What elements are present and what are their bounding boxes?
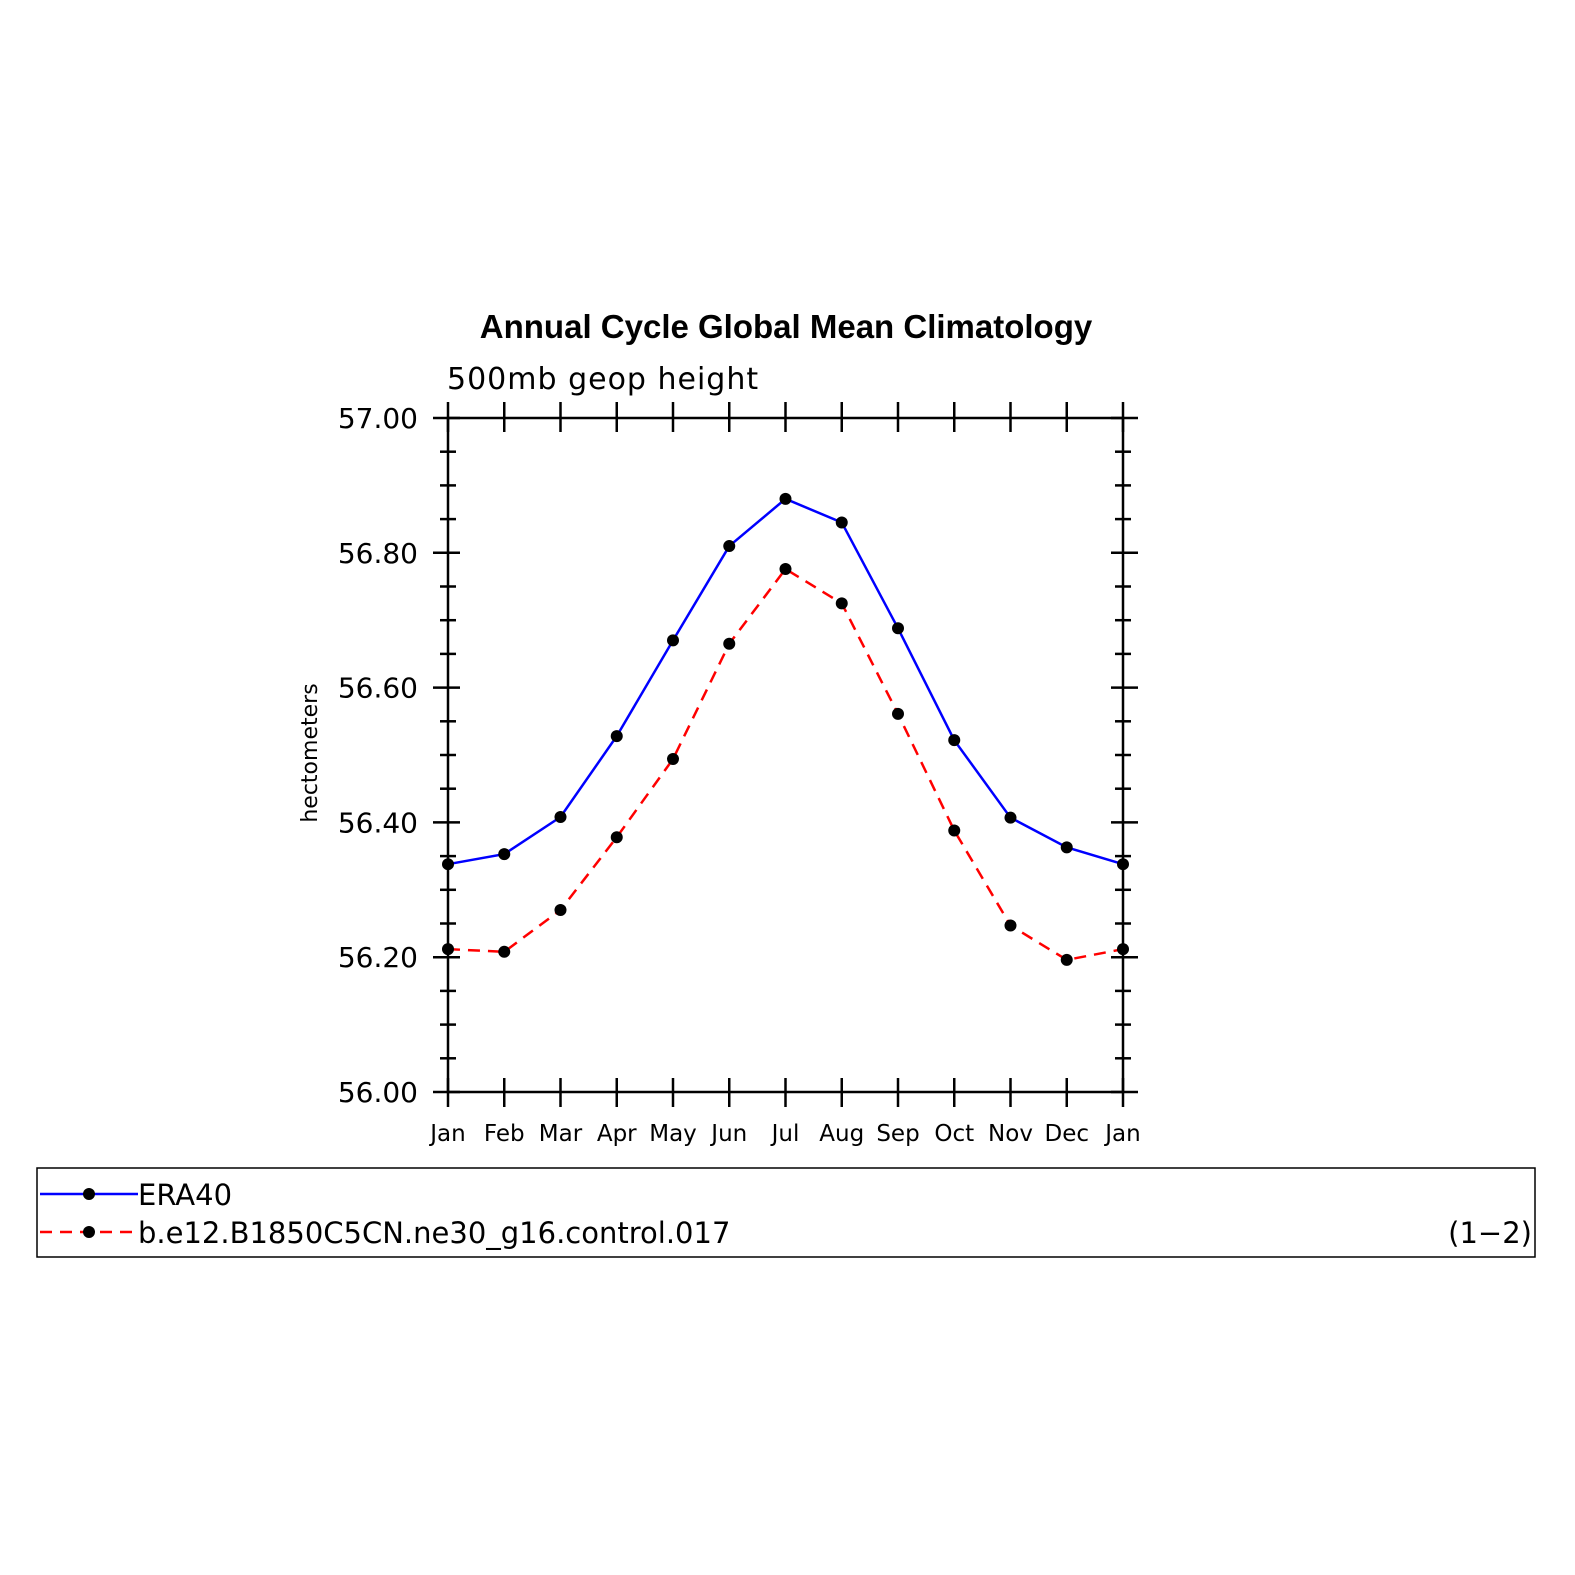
y-tick-label: 56.20 [338, 941, 418, 974]
data-point [1117, 943, 1129, 956]
y-tick-label: 56.40 [338, 806, 418, 839]
data-point [723, 637, 736, 650]
plot-frame [446, 416, 1125, 1094]
legend-marker [83, 1188, 95, 1200]
tick-labels: 56.00 56.20 56.40 56.60 56.80 57.00 Jan Feb Mar A… [338, 402, 1141, 1147]
data-point [1060, 841, 1073, 854]
data-point [498, 945, 511, 958]
data-point [723, 540, 736, 553]
data-point [1060, 953, 1073, 966]
series-line [447, 497, 1124, 866]
data-point [1004, 811, 1017, 824]
axis-ticks [433, 402, 1138, 1107]
data-point [835, 516, 848, 529]
x-tick-label: Mar [539, 1121, 583, 1147]
x-tick-label: Jun [709, 1121, 747, 1147]
x-tick-label: Dec [1044, 1121, 1089, 1147]
x-tick-label: May [649, 1121, 697, 1147]
legend-label: b.e12.B1850C5CN.ne30_g16.control.017 [138, 1216, 730, 1250]
x-tick-label: Oct [934, 1121, 974, 1147]
data-point [892, 707, 904, 720]
data-point [835, 597, 848, 610]
data-point [1004, 919, 1017, 932]
data-point [442, 858, 454, 871]
data-point [1117, 858, 1129, 871]
chart-title: Annual Cycle Global Mean Climatology [480, 308, 1093, 345]
data-point [610, 831, 623, 844]
data-point [667, 753, 679, 766]
series-line [447, 567, 1124, 962]
data-point [892, 622, 904, 635]
x-tick-label: Nov [988, 1121, 1033, 1147]
y-tick-label: 56.00 [338, 1076, 418, 1109]
data-point [779, 562, 792, 575]
data-point [498, 848, 511, 861]
chart-subtitle: 500mb geop height [447, 362, 759, 397]
legend-label: ERA40 [138, 1178, 232, 1212]
data-point [948, 734, 961, 747]
legend-note: (1−2) [1448, 1216, 1532, 1250]
x-tick-label: Jan [1103, 1121, 1140, 1147]
data-point [779, 492, 792, 505]
x-tick-label: Jul [770, 1121, 800, 1147]
data-point [610, 730, 623, 743]
x-tick-label: Jan [428, 1121, 465, 1147]
legend-box [36, 1167, 1536, 1258]
y-tick-label: 56.80 [338, 537, 418, 570]
y-axis-label: hectometers [298, 683, 323, 822]
legend: ERA40 b.e12.B1850C5CN.ne30_g16.control.01… [40, 1178, 730, 1250]
y-tick-label: 57.00 [338, 402, 418, 435]
x-tick-label: Apr [597, 1121, 637, 1147]
x-tick-label: Sep [876, 1121, 919, 1147]
series-markers [442, 492, 1129, 966]
data-point [554, 904, 567, 917]
legend-marker [83, 1226, 95, 1238]
data-point [554, 811, 567, 824]
x-tick-label: Feb [484, 1121, 525, 1147]
y-tick-label: 56.60 [338, 672, 418, 705]
data-point [442, 943, 454, 956]
data-point [667, 634, 679, 647]
data-point [948, 824, 961, 837]
x-tick-label: Aug [819, 1121, 864, 1147]
